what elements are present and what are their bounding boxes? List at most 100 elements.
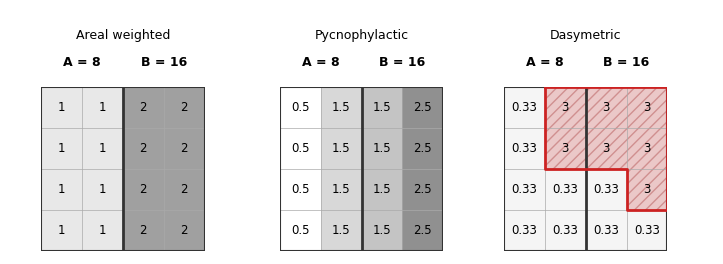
Text: 2: 2 [181,224,188,237]
Bar [627,87,667,128]
Text: 0.5: 0.5 [291,183,309,196]
Bar [627,128,667,169]
Text: 1.5: 1.5 [372,101,391,114]
Text: 2.5: 2.5 [414,101,432,114]
Text: 3: 3 [602,101,609,114]
Bar [362,210,403,251]
Text: 2.5: 2.5 [414,224,432,237]
Text: 1.5: 1.5 [372,224,391,237]
Text: 0.33: 0.33 [593,183,619,196]
Bar [403,128,443,169]
Bar [504,169,544,210]
Bar [544,87,586,128]
Bar [586,128,627,169]
Bar [504,128,544,169]
Text: 3: 3 [562,142,569,155]
Text: 1: 1 [58,183,65,196]
Bar [41,87,82,128]
Text: 0.33: 0.33 [552,224,578,237]
Bar [362,87,403,128]
Text: 0.5: 0.5 [291,224,309,237]
Bar [164,87,205,128]
Bar [41,210,82,251]
Bar [362,169,403,210]
Bar [544,210,586,251]
Bar [123,169,164,210]
Bar [544,128,586,169]
Bar [82,128,123,169]
Text: 0.5: 0.5 [291,142,309,155]
Text: 3: 3 [643,101,651,114]
Bar [627,128,667,169]
Text: 1: 1 [58,101,65,114]
Text: 2: 2 [140,142,147,155]
Text: 2: 2 [140,101,147,114]
Bar [164,169,205,210]
Text: A = 8: A = 8 [526,56,563,69]
Bar [362,128,403,169]
Bar [280,128,320,169]
Text: 1: 1 [99,142,106,155]
Bar [627,169,667,210]
Text: 2.5: 2.5 [414,183,432,196]
Bar [280,87,320,128]
Text: A = 8: A = 8 [301,56,339,69]
Bar [320,87,362,128]
Text: 0.33: 0.33 [593,224,619,237]
Text: 1.5: 1.5 [332,183,351,196]
Bar [586,87,627,128]
Bar [627,169,667,210]
Text: 3: 3 [602,142,609,155]
Bar [164,128,205,169]
Text: 2.5: 2.5 [414,142,432,155]
Bar [544,169,586,210]
Text: B = 16: B = 16 [141,56,187,69]
Bar [123,210,164,251]
Bar [280,210,320,251]
Text: 3: 3 [643,183,651,196]
Bar [41,169,82,210]
Text: 0.33: 0.33 [511,224,537,237]
Bar [586,169,627,210]
Text: 1: 1 [58,142,65,155]
Bar [586,87,627,128]
Text: 0.5: 0.5 [291,101,309,114]
Text: 1.5: 1.5 [372,183,391,196]
Bar [123,128,164,169]
Text: 1: 1 [99,101,106,114]
Text: 1: 1 [58,224,65,237]
Bar [82,169,123,210]
Text: 1.5: 1.5 [332,224,351,237]
Bar [544,87,586,128]
Bar [320,169,362,210]
Text: 0.33: 0.33 [511,142,537,155]
Text: 1.5: 1.5 [372,142,391,155]
Bar [280,169,320,210]
Bar [403,169,443,210]
Text: 0.33: 0.33 [511,183,537,196]
Text: 2: 2 [140,224,147,237]
Bar [82,210,123,251]
Bar [41,128,82,169]
Text: Dasymetric: Dasymetric [549,29,622,42]
Text: 0.33: 0.33 [511,101,537,114]
Text: 0.33: 0.33 [634,224,660,237]
Text: 1: 1 [99,224,106,237]
Text: B = 16: B = 16 [604,56,650,69]
Bar [627,210,667,251]
Bar [82,87,123,128]
Bar [320,210,362,251]
Text: 1: 1 [99,183,106,196]
Bar [403,87,443,128]
Text: 2: 2 [181,101,188,114]
Text: 3: 3 [562,101,569,114]
Bar [544,128,586,169]
Bar [504,87,544,128]
Bar [403,210,443,251]
Bar [627,87,667,128]
Text: 0.33: 0.33 [552,183,578,196]
Text: 2: 2 [181,142,188,155]
Text: Pycnophylactic: Pycnophylactic [315,29,408,42]
Bar [504,210,544,251]
Text: A = 8: A = 8 [63,56,100,69]
